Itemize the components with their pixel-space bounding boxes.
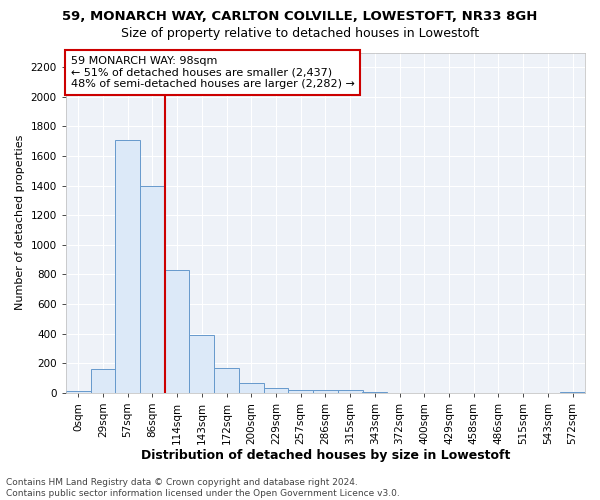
Bar [165,270,190,393]
Bar [560,392,585,393]
Bar [115,140,140,393]
Bar [313,390,338,393]
X-axis label: Distribution of detached houses by size in Lowestoft: Distribution of detached houses by size … [141,450,510,462]
Bar [263,388,289,393]
Bar [338,390,362,393]
Bar [214,368,239,393]
Bar [362,392,387,393]
Bar [239,383,263,393]
Text: Size of property relative to detached houses in Lowestoft: Size of property relative to detached ho… [121,28,479,40]
Text: Contains HM Land Registry data © Crown copyright and database right 2024.
Contai: Contains HM Land Registry data © Crown c… [6,478,400,498]
Bar [190,335,214,393]
Bar [140,186,165,393]
Bar [289,390,313,393]
Y-axis label: Number of detached properties: Number of detached properties [15,135,25,310]
Text: 59, MONARCH WAY, CARLTON COLVILLE, LOWESTOFT, NR33 8GH: 59, MONARCH WAY, CARLTON COLVILLE, LOWES… [62,10,538,23]
Bar [91,369,115,393]
Text: 59 MONARCH WAY: 98sqm
← 51% of detached houses are smaller (2,437)
48% of semi-d: 59 MONARCH WAY: 98sqm ← 51% of detached … [71,56,355,89]
Bar [66,390,91,393]
